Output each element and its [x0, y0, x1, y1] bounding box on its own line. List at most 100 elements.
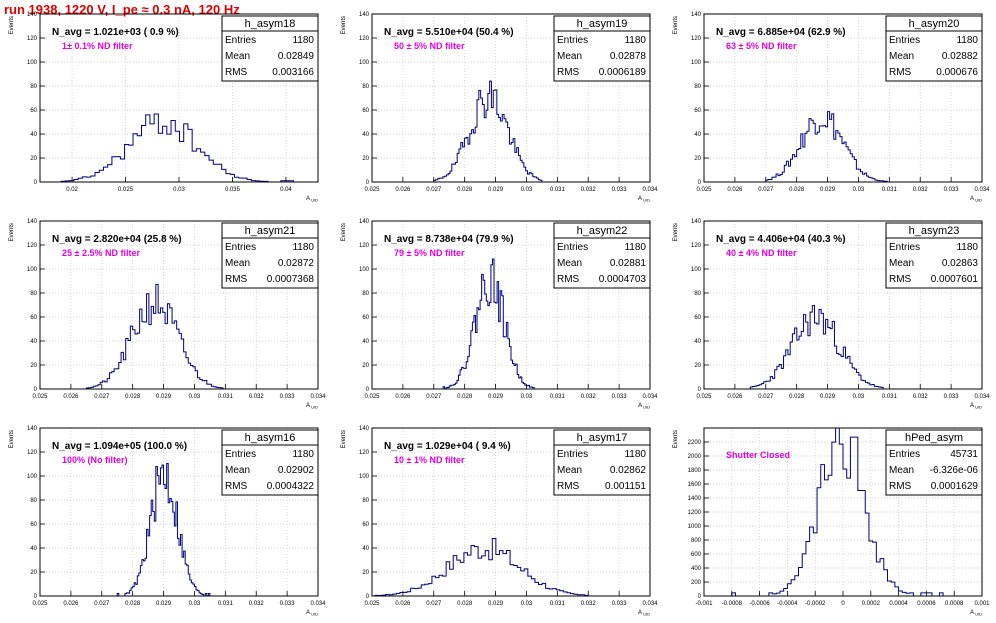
stats-box: [885, 429, 983, 496]
x-tick-label: 0.028: [125, 601, 141, 607]
stat-value: 1180: [292, 242, 314, 253]
y-tick-label: 80: [694, 291, 701, 297]
x-tick-label: 0.026: [63, 394, 79, 400]
filter-annotation: Shutter Closed: [726, 450, 790, 460]
x-tick-label: 0.026: [395, 601, 411, 607]
x-tick-label: 0.029: [820, 394, 836, 400]
y-axis-label: Events: [341, 223, 347, 241]
y-tick-label: 100: [359, 60, 370, 66]
histogram-line: [765, 111, 890, 183]
y-axis-label: Events: [9, 16, 15, 34]
x-axis-label: A UID: [638, 196, 650, 203]
y-tick-label: 60: [694, 108, 701, 114]
y-tick-label: 0: [698, 594, 702, 600]
y-axis-label: Events: [341, 430, 347, 448]
histogram-name: h_asym20: [909, 18, 960, 30]
x-tick-label: 0.0008: [945, 601, 964, 607]
y-tick-label: 20: [694, 363, 701, 369]
histogram-line: [442, 258, 536, 390]
stat-value: 1180: [624, 242, 646, 253]
stats-box: [221, 222, 319, 289]
x-tick-label: 0.032: [581, 187, 597, 193]
stat-label: RMS: [225, 274, 248, 285]
y-tick-label: 140: [691, 12, 702, 18]
stat-value: 1180: [292, 35, 314, 46]
stat-label: Entries: [889, 242, 920, 253]
x-tick-label: 0.032: [249, 601, 265, 607]
y-tick-label: 100: [359, 474, 370, 480]
y-tick-label: 80: [362, 291, 369, 297]
y-tick-label: 600: [691, 552, 702, 558]
histogram-line: [731, 427, 955, 597]
x-tick-label: 0.027: [94, 601, 110, 607]
stat-label: RMS: [225, 481, 248, 492]
y-tick-label: 60: [362, 522, 369, 528]
stat-label: Entries: [225, 35, 256, 46]
y-axis-label: Events: [9, 430, 15, 448]
y-tick-label: 1000: [688, 524, 702, 530]
x-tick-label: 0.027: [758, 187, 774, 193]
x-tick-label: 0.03: [521, 187, 533, 193]
x-tick-label: 0.03: [521, 394, 533, 400]
navg-label: N_avg = 2.820e+04 (25.8 %): [52, 234, 182, 245]
y-tick-label: 100: [27, 267, 38, 273]
filter-annotation: 100% (No filter): [62, 455, 128, 465]
histogram-svg: 0.025 0.026 0.027 0.028 0.029 0.03 0.031 0.032 0…: [9, 219, 326, 410]
y-axis-label: Events: [673, 430, 679, 448]
y-axis-label: Events: [341, 16, 347, 34]
x-tick-label: 0.031: [550, 394, 566, 400]
x-tick-label: 0.028: [789, 187, 805, 193]
x-tick-label: 0.025: [364, 187, 380, 193]
stat-label: Mean: [889, 51, 914, 62]
stat-value: 0.02849: [278, 51, 315, 62]
stat-label: RMS: [557, 67, 580, 78]
stat-value: 0.0004703: [599, 274, 647, 285]
histogram-svg: 0.025 0.026 0.027 0.028 0.029 0.03 0.031 0.032 0…: [341, 12, 658, 203]
x-tick-label: 0.001: [974, 601, 990, 607]
y-tick-label: 0: [366, 594, 370, 600]
y-tick-label: 800: [691, 538, 702, 544]
histogram-name: h_asym17: [577, 432, 628, 444]
y-tick-label: 20: [362, 363, 369, 369]
stat-value: 0.02862: [610, 465, 647, 476]
stats-box: [553, 222, 651, 289]
y-tick-label: 40: [362, 546, 369, 552]
y-tick-label: 40: [362, 132, 369, 138]
y-tick-label: 40: [362, 339, 369, 345]
stat-value: 0.02863: [942, 258, 979, 269]
navg-label: N_avg = 1.021e+03 ( 0.9 %): [52, 27, 179, 38]
stat-value: 0.0007368: [267, 274, 315, 285]
x-tick-label: 0.034: [974, 394, 990, 400]
y-tick-label: 0: [366, 387, 370, 393]
x-tick-label: 0.04: [280, 187, 292, 193]
y-tick-label: 100: [359, 267, 370, 273]
x-tick-label: 0.027: [758, 394, 774, 400]
y-axis-label: Events: [9, 223, 15, 241]
y-tick-label: 120: [359, 450, 370, 456]
x-tick-label: 0.029: [156, 601, 172, 607]
y-tick-label: 60: [694, 315, 701, 321]
y-tick-label: 20: [30, 570, 37, 576]
y-tick-label: 200: [691, 580, 702, 586]
histogram-line: [433, 80, 543, 182]
stat-label: Entries: [557, 449, 588, 460]
x-tick-label: 0.034: [310, 394, 326, 400]
y-tick-label: 140: [27, 426, 38, 432]
y-tick-label: 80: [362, 84, 369, 90]
x-tick-label: 0.031: [550, 601, 566, 607]
y-tick-label: 140: [691, 219, 702, 225]
stat-label: RMS: [889, 274, 912, 285]
navg-label: N_avg = 4.406e+04 (40.3 %): [716, 234, 846, 245]
x-tick-label: -0.0006: [749, 601, 770, 607]
stat-value: 0.0007601: [931, 274, 979, 285]
x-tick-label: 0.026: [727, 394, 743, 400]
stat-value: 0.0006189: [599, 67, 647, 78]
x-tick-label: 0.026: [395, 394, 411, 400]
y-tick-label: 0: [34, 594, 38, 600]
stat-value: 0.02878: [610, 51, 647, 62]
stat-value: 1180: [956, 35, 978, 46]
stat-value: 1180: [624, 449, 646, 460]
histogram-svg: 0.025 0.026 0.027 0.028 0.029 0.03 0.031 0.032 0…: [341, 426, 658, 617]
x-tick-label: 0.025: [32, 601, 48, 607]
histogram-svg: 0.025 0.026 0.027 0.028 0.029 0.03 0.031 0.032 0…: [9, 426, 326, 617]
